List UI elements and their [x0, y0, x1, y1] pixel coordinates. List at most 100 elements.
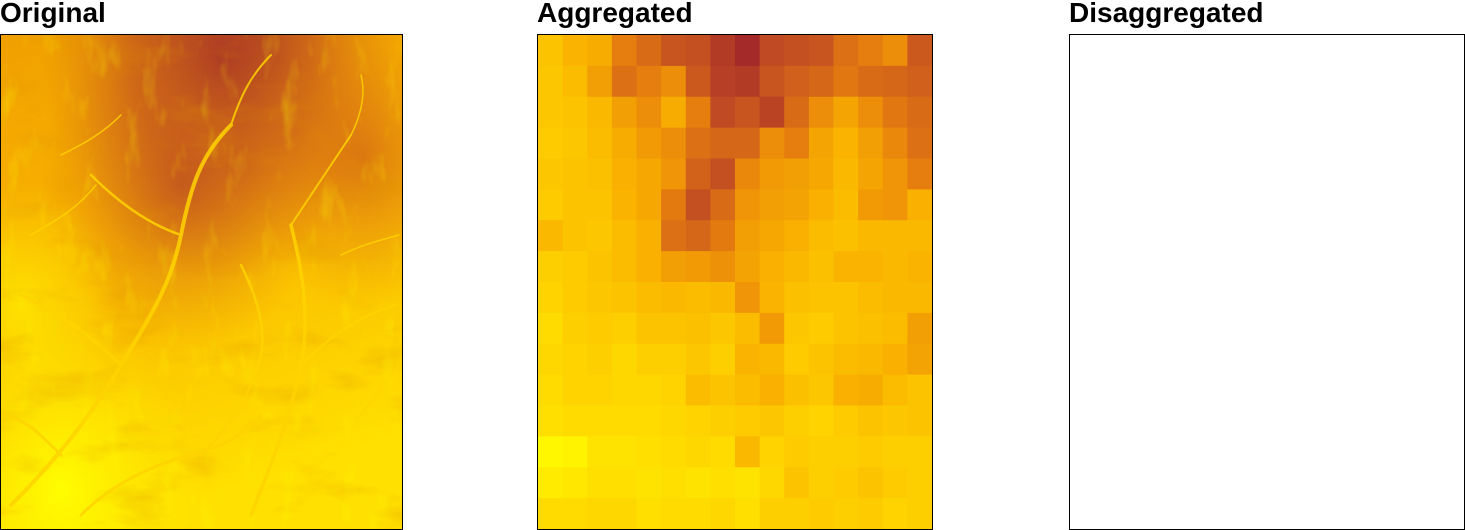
aggregated-cell-r15-c15: [907, 498, 932, 529]
aggregated-cell-r5-c9: [759, 189, 785, 221]
aggregated-cell-r11-c5: [661, 374, 687, 407]
aggregated-cell-r11-c15: [907, 374, 932, 407]
aggregated-cell-r13-c9: [759, 436, 785, 468]
aggregated-cell-r1-c14: [882, 65, 908, 98]
aggregated-cell-r5-c6: [685, 189, 711, 221]
aggregated-cell-r6-c6: [685, 220, 711, 252]
aggregated-cell-r15-c4: [636, 498, 662, 529]
aggregated-cell-r14-c9: [759, 467, 785, 499]
aggregated-cell-r10-c4: [636, 343, 662, 376]
aggregated-cell-r12-c1: [562, 405, 588, 437]
aggregated-cell-r9-c5: [661, 312, 687, 345]
aggregated-cell-r14-c0: [538, 467, 564, 499]
aggregated-cell-r8-c7: [710, 282, 736, 314]
aggregated-cell-r8-c6: [685, 282, 711, 314]
aggregated-cell-r10-c13: [858, 343, 884, 376]
aggregated-cell-r0-c4: [636, 35, 662, 67]
aggregated-cell-r9-c15: [907, 312, 932, 345]
original-title: Original: [0, 0, 106, 28]
aggregated-cell-r3-c0: [538, 127, 564, 160]
aggregated-cell-r5-c7: [710, 189, 736, 221]
aggregated-cell-r11-c12: [833, 374, 859, 407]
aggregated-cell-r11-c3: [611, 374, 638, 407]
aggregated-cell-r2-c5: [661, 96, 687, 129]
aggregated-cell-r1-c12: [833, 65, 859, 98]
aggregated-cell-r1-c6: [685, 65, 711, 98]
aggregated-cell-r7-c12: [833, 251, 859, 283]
aggregated-cell-r12-c7: [710, 405, 736, 437]
original-raster: [1, 35, 402, 529]
aggregated-cell-r1-c3: [611, 65, 638, 98]
aggregated-cell-r13-c13: [858, 436, 884, 468]
aggregated-cell-r3-c9: [759, 127, 785, 160]
aggregated-cell-r7-c5: [661, 251, 687, 283]
aggregated-cell-r3-c3: [611, 127, 638, 160]
aggregated-cell-r12-c13: [858, 405, 884, 437]
aggregated-cell-r12-c3: [611, 405, 638, 437]
aggregated-cell-r7-c10: [784, 251, 810, 283]
aggregated-cell-r9-c0: [538, 312, 564, 345]
aggregated-cell-r5-c3: [611, 189, 638, 221]
aggregated-cell-r8-c2: [587, 282, 613, 314]
aggregated-cell-r7-c0: [538, 251, 564, 283]
aggregated-cell-r8-c4: [636, 282, 662, 314]
aggregated-cell-r13-c12: [833, 436, 859, 468]
aggregated-cell-r12-c14: [882, 405, 908, 437]
aggregated-cell-r11-c2: [587, 374, 613, 407]
aggregated-cell-r13-c4: [636, 436, 662, 468]
aggregated-cell-r5-c11: [808, 189, 835, 221]
aggregated-cell-r10-c7: [710, 343, 736, 376]
aggregated-cell-r10-c10: [784, 343, 810, 376]
aggregated-cell-r6-c0: [538, 220, 564, 252]
aggregated-cell-r8-c9: [759, 282, 785, 314]
aggregated-cell-r0-c7: [710, 35, 736, 67]
disaggregated-title: Disaggregated: [1069, 0, 1264, 28]
aggregated-cell-r4-c8: [735, 158, 761, 190]
aggregated-cell-r7-c15: [907, 251, 932, 283]
aggregated-cell-r11-c10: [784, 374, 810, 407]
aggregated-cell-r9-c13: [858, 312, 884, 345]
aggregated-cell-r9-c14: [882, 312, 908, 345]
aggregated-cell-r2-c12: [833, 96, 859, 129]
aggregated-cell-r3-c10: [784, 127, 810, 160]
aggregated-cell-r15-c6: [685, 498, 711, 529]
aggregated-cell-r10-c1: [562, 343, 588, 376]
aggregated-cell-r8-c1: [562, 282, 588, 314]
aggregated-cell-r2-c15: [907, 96, 932, 129]
aggregated-cell-r11-c13: [858, 374, 884, 407]
aggregated-cell-r13-c6: [685, 436, 711, 468]
aggregated-cell-r5-c0: [538, 189, 564, 221]
aggregated-cell-r7-c6: [685, 251, 711, 283]
aggregated-cell-r8-c13: [858, 282, 884, 314]
aggregated-cell-r3-c8: [735, 127, 761, 160]
aggregated-cell-r7-c4: [636, 251, 662, 283]
aggregated-cell-r6-c2: [587, 220, 613, 252]
aggregated-cell-r12-c0: [538, 405, 564, 437]
aggregated-cell-r13-c2: [587, 436, 613, 468]
aggregated-cell-r14-c14: [882, 467, 908, 499]
aggregated-cell-r3-c1: [562, 127, 588, 160]
aggregated-cell-r0-c8: [735, 35, 761, 67]
aggregated-cell-r11-c4: [636, 374, 662, 407]
aggregated-cell-r3-c11: [808, 127, 835, 160]
aggregated-cell-r14-c6: [685, 467, 711, 499]
aggregated-cell-r14-c4: [636, 467, 662, 499]
aggregated-cell-r3-c7: [710, 127, 736, 160]
aggregated-cell-r15-c1: [562, 498, 588, 529]
aggregated-cell-r4-c9: [759, 158, 785, 190]
aggregated-cell-r12-c6: [685, 405, 711, 437]
aggregated-cell-r3-c2: [587, 127, 613, 160]
aggregated-cell-r6-c4: [636, 220, 662, 252]
aggregated-cell-r8-c8: [735, 282, 761, 314]
aggregated-cell-r4-c10: [784, 158, 810, 190]
aggregated-cell-r0-c12: [833, 35, 859, 67]
aggregated-cell-r8-c11: [808, 282, 835, 314]
aggregated-title: Aggregated: [537, 0, 693, 28]
aggregated-cell-r0-c10: [784, 35, 810, 67]
aggregated-cell-r5-c14: [882, 189, 908, 221]
aggregated-cell-r1-c13: [858, 65, 884, 98]
aggregated-cell-r11-c6: [685, 374, 711, 407]
aggregated-cell-r1-c9: [759, 65, 785, 98]
aggregated-cell-r12-c15: [907, 405, 932, 437]
aggregated-cell-r4-c6: [685, 158, 711, 190]
